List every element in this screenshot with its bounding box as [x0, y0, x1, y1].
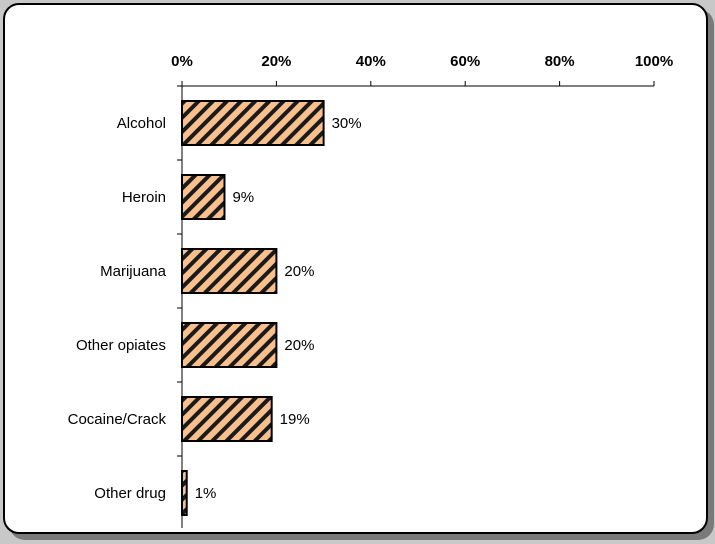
value-label: 19%: [280, 411, 310, 428]
x-tick-label: 20%: [261, 53, 291, 70]
value-label: 30%: [332, 115, 362, 132]
category-label: Cocaine/Crack: [68, 411, 167, 428]
x-tick-label: 40%: [356, 53, 386, 70]
category-label: Other drug: [94, 485, 166, 502]
category-label: Other opiates: [76, 337, 166, 354]
bar: [181, 248, 278, 294]
bar: [181, 100, 325, 146]
category-label: Alcohol: [117, 115, 166, 132]
bar: [181, 174, 226, 220]
value-label: 1%: [195, 485, 217, 502]
value-label: 20%: [284, 263, 314, 280]
bar: [181, 322, 278, 368]
bar: [181, 470, 188, 516]
x-tick-label: 80%: [545, 53, 575, 70]
category-label: Heroin: [122, 189, 166, 206]
x-tick-label: 60%: [450, 53, 480, 70]
chart-frame: [3, 3, 708, 534]
value-label: 9%: [232, 189, 254, 206]
category-label: Marijuana: [100, 263, 167, 280]
bar: [181, 396, 273, 442]
x-tick-label: 100%: [635, 53, 673, 70]
x-tick-label: 0%: [171, 53, 193, 70]
value-label: 20%: [284, 337, 314, 354]
